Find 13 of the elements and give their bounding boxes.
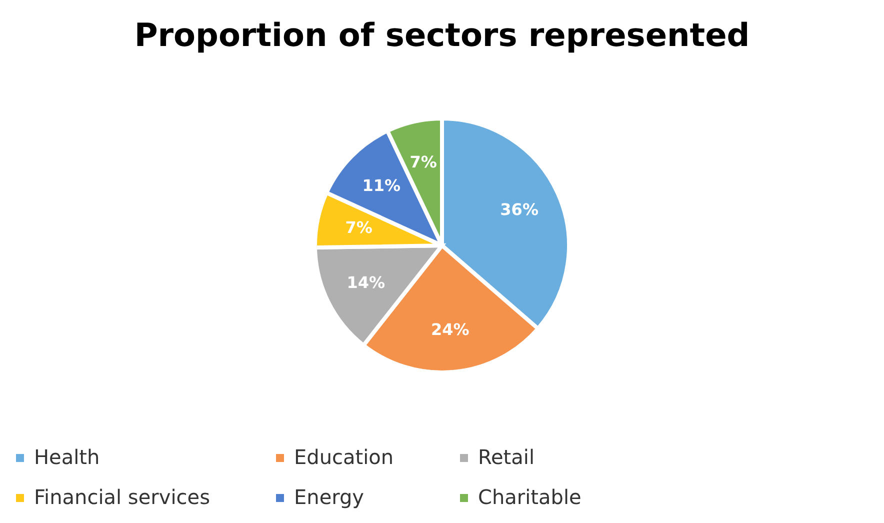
legend-label: Financial services (34, 485, 210, 509)
legend-label: Energy (294, 485, 364, 509)
chart-title: Proportion of sectors represented (134, 16, 750, 54)
legend-label: Charitable (478, 485, 582, 509)
legend-label: Retail (478, 445, 535, 469)
data-label: 24% (430, 320, 470, 340)
data-label: 14% (346, 273, 385, 292)
data-label: 7% (410, 152, 437, 172)
data-label: 11% (362, 176, 401, 195)
legend-label: Education (294, 445, 394, 469)
data-label: 7% (345, 218, 372, 238)
legend-label: Health (34, 445, 100, 469)
data-label: 36% (500, 200, 538, 220)
